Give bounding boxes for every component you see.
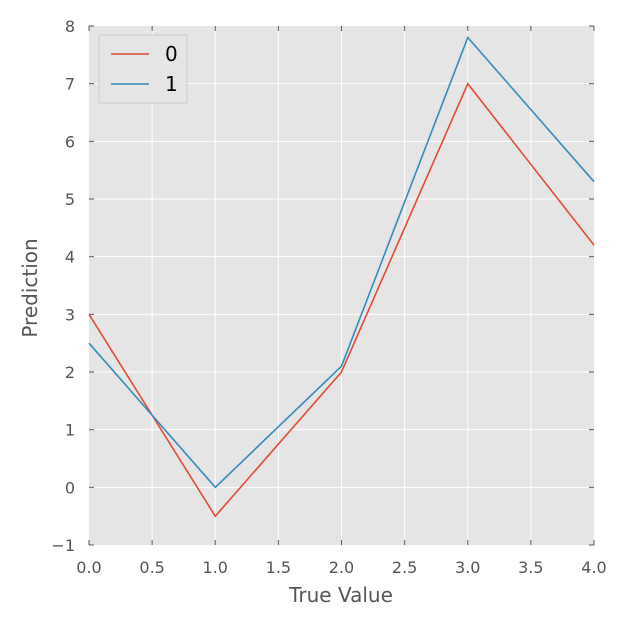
x-tick-label: 1.5 [266, 558, 291, 577]
x-tick-labels: 0.0 0.5 1.0 1.5 2.0 2.5 3.0 3.5 4.0 [76, 558, 606, 577]
y-tick-label: 2 [65, 363, 75, 382]
x-tick-label: 2.5 [392, 558, 417, 577]
y-tick-label: 3 [65, 305, 75, 324]
legend: 01 [98, 34, 188, 104]
x-tick-label: 2.0 [329, 558, 354, 577]
y-tick-label: 0 [65, 478, 75, 497]
x-tick-label: 3.0 [455, 558, 480, 577]
y-tick-label: 8 [65, 17, 75, 36]
x-tick-label: 3.5 [518, 558, 543, 577]
y-tick-label: 1 [65, 421, 75, 440]
y-tick-label: 7 [65, 75, 75, 94]
x-tick-label: 0.5 [139, 558, 164, 577]
legend-label-0: 0 [165, 42, 178, 66]
tick-marks [88, 25, 595, 546]
series-line-1 [88, 35, 595, 489]
series-group [88, 35, 595, 518]
x-tick-label: 0.0 [76, 558, 101, 577]
y-tick-label: 6 [65, 132, 75, 151]
y-tick-labels: −1 0 1 2 3 4 5 6 7 8 [51, 17, 75, 555]
series-line-0 [88, 82, 595, 518]
x-tick-label: 4.0 [581, 558, 606, 577]
y-axis-label: Prediction [18, 238, 42, 337]
y-tick-label: −1 [51, 536, 75, 555]
x-axis-label: True Value [288, 583, 393, 607]
y-tick-label: 5 [65, 190, 75, 209]
x-tick-label: 1.0 [203, 558, 228, 577]
legend-label-1: 1 [165, 72, 178, 96]
legend-box [98, 34, 188, 104]
y-tick-label: 4 [65, 248, 75, 267]
